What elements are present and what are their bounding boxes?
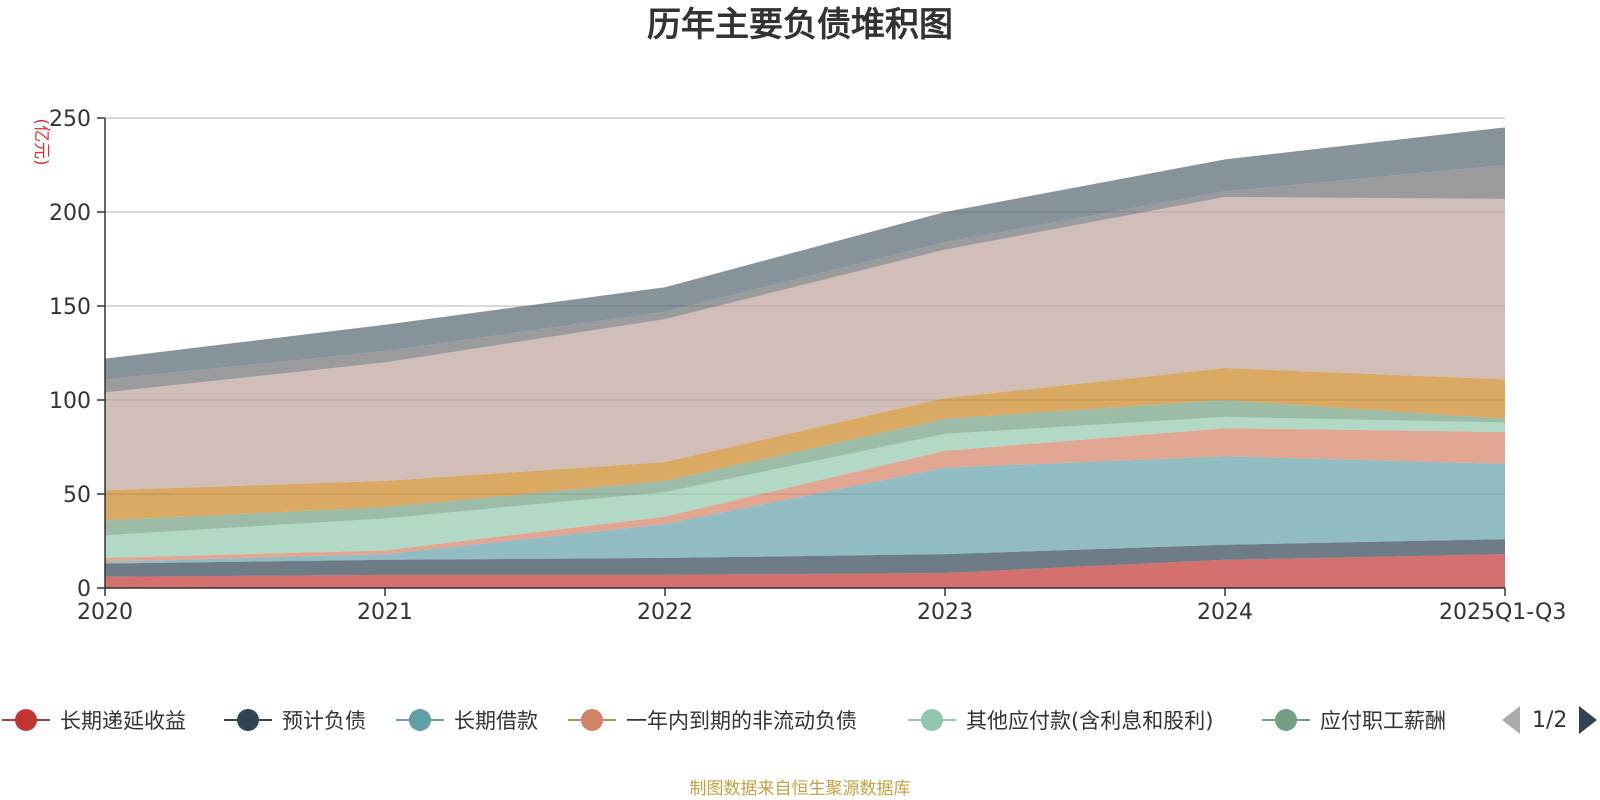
y-tick-label: 150 xyxy=(49,295,91,320)
area-series-6 xyxy=(105,368,1505,521)
legend-label: 预计负债 xyxy=(282,709,366,733)
legend-label: 长期借款 xyxy=(454,709,538,733)
area-series-0 xyxy=(105,554,1505,588)
chart-title: 历年主要负债堆积图 xyxy=(647,5,953,45)
legend-label: 长期递延收益 xyxy=(60,709,186,733)
legend-label: 应付职工薪酬 xyxy=(1320,709,1446,733)
source-note: 制图数据来自恒生聚源数据库 xyxy=(689,779,911,799)
y-tick-label: 0 xyxy=(77,577,91,602)
legend-marker xyxy=(1262,709,1310,731)
legend: 长期递延收益 预计负债 长期借款 一年内到期的非流动负债 xyxy=(0,700,1600,740)
chart-plot: 0 50 100 150 200 250 2020 2021 2022 2023 2024 2025Q… xyxy=(31,107,1566,625)
legend-prev-icon[interactable] xyxy=(1500,704,1522,736)
legend-label: 一年内到期的非流动负债 xyxy=(626,709,857,733)
legend-next-icon[interactable] xyxy=(1577,704,1599,736)
x-tick-label: 2025Q1-Q3 xyxy=(1439,600,1566,625)
legend-marker xyxy=(908,709,956,731)
x-tick-label: 2021 xyxy=(357,600,413,625)
y-axis-unit: (亿元) xyxy=(31,118,51,165)
legend-items: 长期递延收益 预计负债 长期借款 一年内到期的非流动负债 xyxy=(0,700,1468,740)
area-series-5 xyxy=(105,400,1505,536)
area-series-7 xyxy=(105,196,1505,491)
legend-item-provisions[interactable]: 预计负债 xyxy=(222,700,366,740)
area-series-9 xyxy=(105,127,1505,380)
x-tick-label: 2023 xyxy=(917,600,973,625)
legend-item-employee-payables[interactable]: 应付职工薪酬 xyxy=(1260,700,1446,740)
y-tick-label: 250 xyxy=(49,107,91,132)
area-series-3 xyxy=(105,428,1505,562)
legend-item-current-portion-noncurrent-liabilities[interactable]: 一年内到期的非流动负债 xyxy=(566,700,857,740)
area-series-1 xyxy=(105,539,1505,577)
legend-item-other-payables[interactable]: 其他应付款(含利息和股利) xyxy=(906,700,1213,740)
x-tick-label: 2024 xyxy=(1197,600,1253,625)
area-series-4 xyxy=(105,416,1505,558)
legend-page-indicator: 1/2 xyxy=(1532,707,1568,733)
legend-item-long-term-loans[interactable]: 长期借款 xyxy=(394,700,538,740)
area-series-8 xyxy=(105,165,1505,393)
legend-marker xyxy=(568,709,616,731)
y-tick-label: 50 xyxy=(63,483,91,508)
legend-label: 其他应付款(含利息和股利) xyxy=(966,709,1214,733)
y-tick-label: 100 xyxy=(49,389,91,414)
y-tick-label: 200 xyxy=(49,201,91,226)
x-tick-label: 2020 xyxy=(77,600,133,625)
x-tick-label: 2022 xyxy=(637,600,693,625)
area-series-2 xyxy=(105,456,1505,564)
legend-marker xyxy=(396,709,444,731)
legend-item-long-term-deferred-income[interactable]: 长期递延收益 xyxy=(0,700,186,740)
legend-marker xyxy=(2,709,50,731)
legend-pager: 1/2 xyxy=(1500,704,1599,736)
legend-marker xyxy=(224,709,272,731)
